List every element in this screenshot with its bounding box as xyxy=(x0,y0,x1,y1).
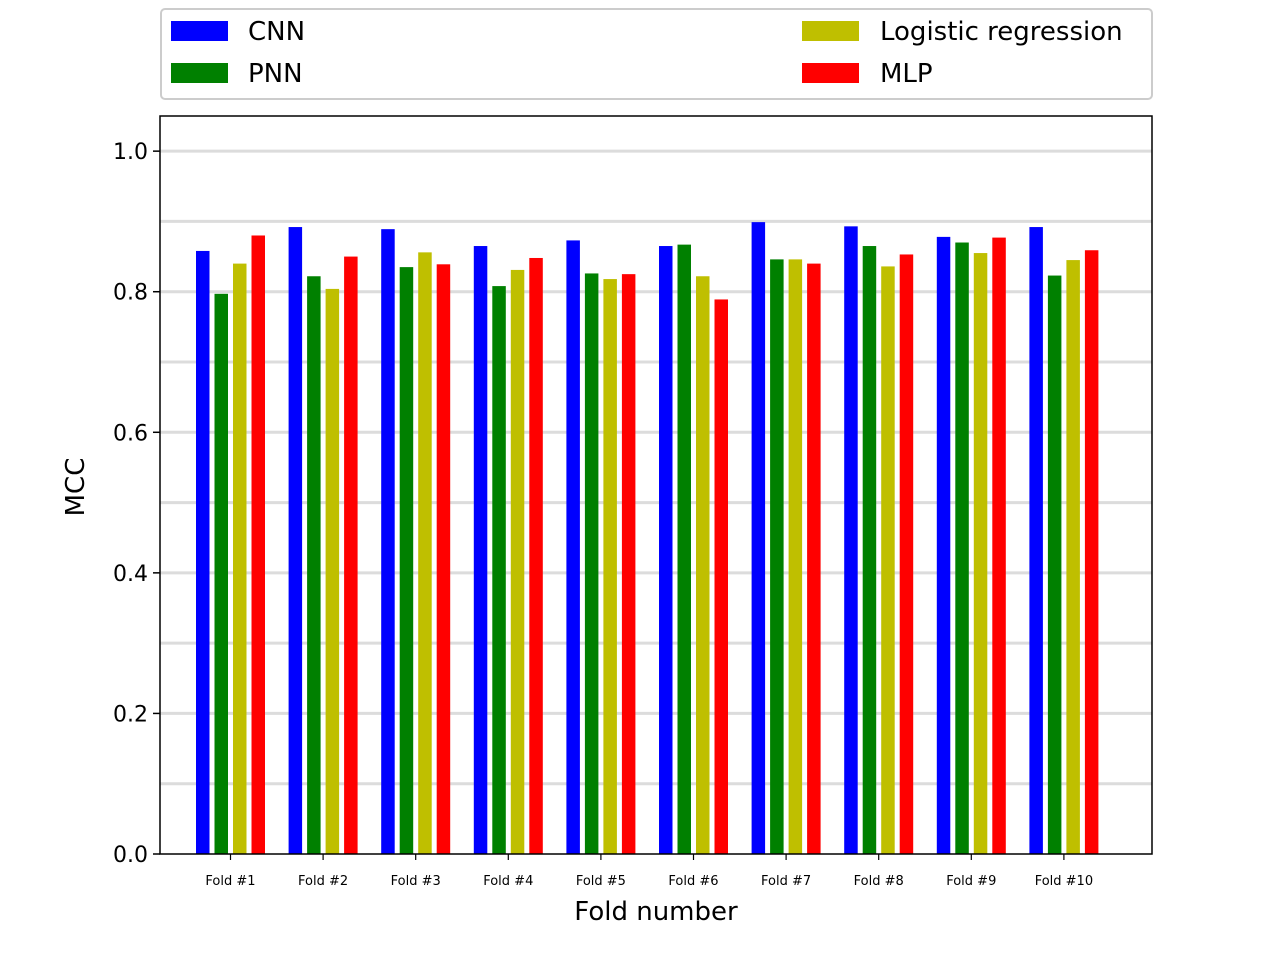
legend-frame xyxy=(160,8,1153,100)
bar-logistic-regression-10 xyxy=(1066,260,1080,855)
bar-cnn-8 xyxy=(844,226,858,854)
legend-label-pnn: PNN xyxy=(248,59,303,89)
bar-mlp-7 xyxy=(807,263,821,855)
legend-swatch-pnn xyxy=(171,63,228,83)
legend-label-mlp: MLP xyxy=(880,59,933,89)
y-tick-label: 0.4 xyxy=(113,562,148,587)
x-tick-label: Fold #6 xyxy=(668,874,718,889)
bar-pnn-6 xyxy=(677,244,691,854)
y-tick-label: 1.0 xyxy=(113,140,148,165)
bar-pnn-10 xyxy=(1047,275,1062,854)
bar-logistic-regression-2 xyxy=(325,288,340,855)
bar-mlp-3 xyxy=(436,264,451,854)
bar-pnn-5 xyxy=(584,273,599,854)
bar-pnn-4 xyxy=(492,286,506,854)
bar-cnn-6 xyxy=(659,246,673,854)
bar-mlp-10 xyxy=(1084,250,1099,854)
bar-cnn-7 xyxy=(751,222,766,855)
plot-area: 0.0 0.2 0.4 0.6 0.8 1.0 Fold #1 Fold #2 Fold #3… xyxy=(113,115,1153,889)
y-axis-label: MCC xyxy=(61,458,91,517)
bars xyxy=(196,222,1099,855)
plot-frame xyxy=(159,115,1153,855)
y-axis-ticks: 0.0 0.2 0.4 0.6 0.8 1.0 xyxy=(113,140,160,868)
x-tick-label: Fold #8 xyxy=(854,874,904,889)
bar-cnn-3 xyxy=(381,229,395,854)
legend-label-logistic-regression: Logistic regression xyxy=(880,17,1123,47)
bar-cnn-5 xyxy=(566,240,580,855)
y-tick-label: 0.0 xyxy=(113,843,148,868)
bar-logistic-regression-9 xyxy=(973,253,988,855)
bar-logistic-regression-3 xyxy=(418,252,432,855)
x-tick-label: Fold #5 xyxy=(576,874,626,889)
bar-cnn-10 xyxy=(1029,227,1043,855)
bar-pnn-1 xyxy=(214,293,228,854)
x-tick-label: Fold #2 xyxy=(298,874,348,889)
bar-pnn-9 xyxy=(955,242,969,854)
x-tick-label: Fold #4 xyxy=(483,874,533,889)
bar-logistic-regression-8 xyxy=(881,266,895,854)
bar-mlp-8 xyxy=(899,254,914,854)
legend-label-cnn: CNN xyxy=(248,17,305,47)
x-tick-label: Fold #3 xyxy=(391,874,441,889)
bar-logistic-regression-6 xyxy=(696,276,710,854)
bar-logistic-regression-5 xyxy=(603,279,617,854)
bar-cnn-1 xyxy=(196,250,210,854)
bar-mlp-5 xyxy=(621,274,636,855)
y-tick-label: 0.8 xyxy=(113,281,148,306)
x-tick-label: Fold #1 xyxy=(205,874,255,889)
bar-mlp-2 xyxy=(344,256,358,855)
x-tick-label: Fold #10 xyxy=(1035,874,1093,889)
bar-logistic-regression-4 xyxy=(510,269,525,854)
x-tick-label: Fold #7 xyxy=(761,874,811,889)
legend-swatch-logistic-regression xyxy=(802,21,859,41)
bar-mlp-9 xyxy=(992,237,1006,854)
bar-mlp-4 xyxy=(529,257,543,854)
x-axis-ticks: Fold #1 Fold #2 Fold #3 Fold #4 Fold #5 Fold … xyxy=(205,854,1093,889)
x-axis-label: Fold number xyxy=(574,897,738,927)
bar-pnn-7 xyxy=(770,259,784,855)
bar-mlp-1 xyxy=(251,235,265,854)
bar-cnn-4 xyxy=(473,246,488,854)
bar-logistic-regression-7 xyxy=(788,259,803,855)
bar-cnn-9 xyxy=(936,236,951,855)
bar-logistic-regression-1 xyxy=(233,263,247,855)
legend-swatch-cnn xyxy=(171,21,228,41)
bar-pnn-8 xyxy=(862,246,877,854)
legend-swatch-mlp xyxy=(802,63,859,83)
bar-cnn-2 xyxy=(288,227,303,855)
legend: CNN PNN Logistic regression MLP xyxy=(160,8,1153,100)
y-tick-label: 0.2 xyxy=(113,702,148,727)
y-tick-label: 0.6 xyxy=(113,421,148,446)
bar-pnn-3 xyxy=(399,267,414,855)
bar-mlp-6 xyxy=(714,299,728,855)
x-tick-label: Fold #9 xyxy=(946,874,996,889)
bar-pnn-2 xyxy=(307,276,321,854)
